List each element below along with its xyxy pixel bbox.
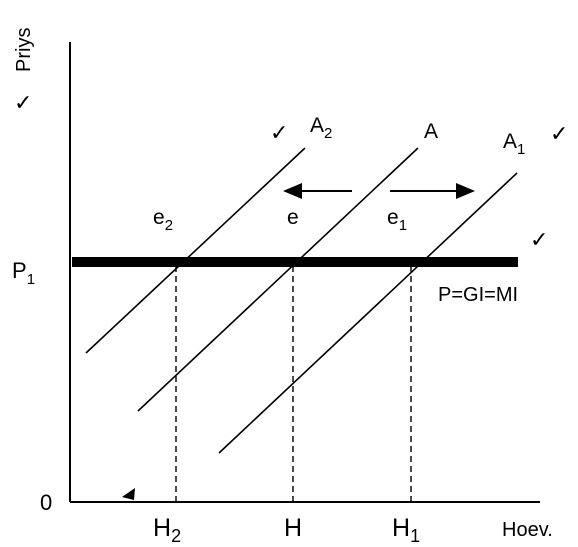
- quantity-h2-sub: 2: [171, 526, 181, 546]
- price-line-label-sub: 1: [27, 271, 35, 288]
- quantity-h1-label: H1: [392, 514, 420, 546]
- origin-label: 0: [40, 490, 52, 515]
- supply-curve-a: [137, 147, 419, 412]
- equilibrium-e1-base: e: [387, 206, 399, 229]
- y-axis-label: Priys: [13, 28, 35, 72]
- supply-curve-a1: [218, 172, 518, 454]
- small-arrowhead: [122, 488, 135, 500]
- price-line-check-mark: ✓: [530, 228, 548, 253]
- supply-curve-a1-sub: 1: [517, 141, 525, 158]
- shift-left-arrowhead: [283, 183, 302, 199]
- quantity-h-label: H: [284, 514, 302, 542]
- price-line-label: P1: [12, 258, 35, 288]
- supply-curve-a2: [85, 147, 306, 354]
- equilibrium-e-label: e: [287, 206, 299, 229]
- equilibrium-e-base: e: [287, 206, 299, 229]
- supply-curve-a-label: A: [424, 120, 438, 143]
- quantity-h-base: H: [284, 514, 302, 542]
- equilibrium-e2-label: e2: [153, 206, 173, 234]
- price-line-label-base: P: [12, 258, 27, 283]
- supply-curve-a-base: A: [424, 120, 438, 143]
- y-axis-check-mark: ✓: [14, 91, 32, 116]
- supply-curve-a1-check-mark: ✓: [550, 122, 568, 147]
- equilibrium-e2-sub: 2: [165, 217, 173, 234]
- equilibrium-e1-sub: 1: [399, 217, 407, 234]
- price-line-equation: P=GI=MI: [438, 284, 518, 306]
- quantity-h1-base: H: [392, 514, 410, 542]
- quantity-h2-base: H: [153, 514, 171, 542]
- equilibrium-e1-label: e1: [387, 206, 407, 234]
- shift-right-arrowhead: [456, 183, 475, 199]
- supply-curve-a2-sub: 2: [324, 125, 332, 142]
- supply-curve-a1-base: A: [503, 130, 517, 153]
- supply-curve-a2-base: A: [310, 114, 324, 137]
- supply-curve-a2-label: A2: [310, 114, 332, 142]
- quantity-h2-label: H2: [153, 514, 181, 546]
- supply-curve-a2-check-mark: ✓: [270, 121, 288, 146]
- supply-curve-a1-label: A1: [503, 130, 525, 158]
- x-axis-label: Hoev.: [502, 519, 553, 541]
- quantity-h1-sub: 1: [410, 526, 420, 546]
- equilibrium-e2-base: e: [153, 206, 165, 229]
